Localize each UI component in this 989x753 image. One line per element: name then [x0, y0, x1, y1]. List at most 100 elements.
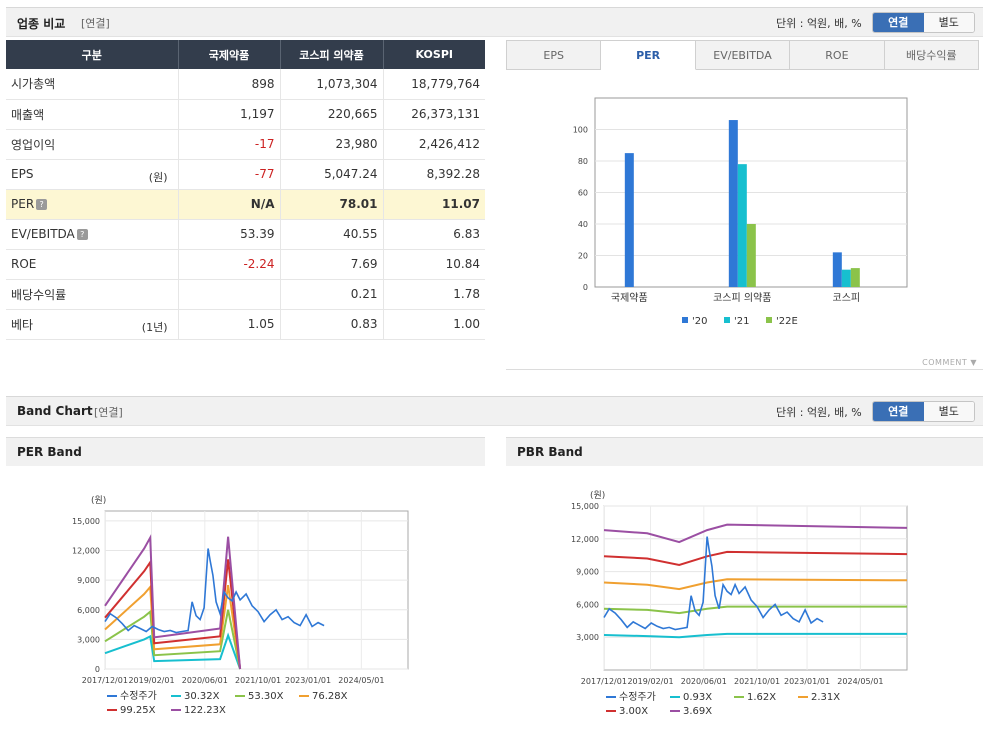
- x-tick-label: 코스피 의약품: [713, 292, 771, 304]
- row-label: EPS (원): [6, 159, 179, 190]
- legend-label: 1.62X: [747, 692, 776, 703]
- y-tick-label: 6,000: [77, 606, 100, 615]
- table-cell: 1.05: [178, 309, 281, 340]
- table-cell: 2,426,412: [383, 129, 485, 160]
- y-axis-unit: (원): [590, 490, 605, 501]
- per-band-chart: (원) 0 3,000 6,000 9,000 12,000 15,000 2017/12/0…: [72, 495, 409, 716]
- table-cell: 1,197: [178, 99, 281, 130]
- bar: [728, 120, 738, 287]
- help-icon[interactable]: ?: [76, 229, 88, 240]
- tab-ev-ebitda[interactable]: EV/EBITDA: [695, 41, 791, 70]
- table-row: 매출액 1,197 220,665 26,373,131: [6, 99, 485, 130]
- legend-swatch: [766, 317, 772, 323]
- pbr-band-title: PBR Band: [517, 445, 583, 459]
- consolidated-button[interactable]: 연결: [873, 13, 924, 32]
- y-tick-label: 3,000: [77, 635, 100, 644]
- x-tick-label: 2023/01/01: [784, 677, 830, 686]
- tab-per[interactable]: PER: [601, 41, 696, 70]
- table-cell: 11.07: [383, 189, 485, 220]
- tab-dividend-yield[interactable]: 배당수익률: [884, 41, 979, 70]
- table-row: 베타 (1년) 1.05 0.83 1.00: [6, 309, 485, 340]
- tab-eps[interactable]: EPS: [507, 41, 602, 70]
- table-cell: 0.21: [280, 279, 384, 310]
- tab-roe[interactable]: ROE: [790, 41, 885, 70]
- comment-link[interactable]: COMMENT ▼: [922, 358, 977, 367]
- band-separate-button[interactable]: 별도: [923, 402, 974, 421]
- x-tick-label: 2020/06/01: [681, 677, 727, 686]
- plot-area: [603, 505, 908, 671]
- table-cell: 0.83: [280, 309, 384, 340]
- x-tick-label: 2017/12/01: [581, 677, 627, 686]
- separate-button[interactable]: 별도: [923, 13, 974, 32]
- y-tick-label: 15,000: [72, 517, 100, 526]
- row-unit: (1년): [141, 320, 168, 334]
- table-cell: 40.55: [280, 219, 384, 250]
- table-row: EPS (원) -77 5,047.24 8,392.28: [6, 159, 485, 190]
- per-bar-chart: 0 20 40 60 80 100 국제약품 코스피 의약품 코스피 '20 '21 '22E: [573, 97, 908, 327]
- y-tick-label: 60: [578, 189, 588, 198]
- help-icon[interactable]: ?: [36, 199, 48, 210]
- bar: [737, 164, 747, 287]
- x-tick-label: 국제약품: [611, 292, 648, 304]
- table-row: EV/EBITDA? 53.39 40.55 6.83: [6, 219, 485, 250]
- table-cell: N/A: [178, 189, 281, 220]
- band-consolidated-button[interactable]: 연결: [873, 402, 924, 421]
- y-tick-label: 0: [583, 283, 588, 292]
- legend-label: 122.23X: [184, 705, 226, 716]
- y-tick-label: 6,000: [576, 600, 599, 609]
- table-cell: 10.84: [383, 249, 485, 280]
- table-row: 배당수익률 0.21 1.78: [6, 279, 485, 310]
- legend-label: 0.93X: [683, 692, 712, 703]
- bar: [746, 224, 756, 287]
- x-tick-label: 2017/12/01: [82, 676, 128, 685]
- x-tick-label: 2021/10/01: [235, 676, 281, 685]
- table-cell: 1.00: [383, 309, 485, 340]
- pbr-band-chart: (원) 3,000 6,000 9,000 12,000 15,000 2017/12/01…: [571, 490, 908, 717]
- band-unit-label: 단위 : 억원, 배, %: [776, 406, 862, 419]
- legend-label: '20: [692, 316, 707, 327]
- y-axis-unit: (원): [91, 495, 106, 506]
- y-tick-label: 100: [573, 126, 588, 135]
- table-cell: 898: [178, 69, 281, 100]
- table-cell: 5,047.24: [280, 159, 384, 190]
- y-tick-label: 20: [578, 252, 588, 261]
- row-label: 베타 (1년): [6, 309, 179, 340]
- bar: [850, 268, 860, 287]
- legend-label: 3.00X: [619, 706, 648, 717]
- legend-label: '21: [734, 316, 749, 327]
- table-cell: 26,373,131: [383, 99, 485, 130]
- y-tick-label: 9,000: [576, 568, 599, 577]
- column-header: 국제약품: [178, 40, 281, 69]
- per-band-title: PER Band: [17, 445, 82, 459]
- y-tick-label: 12,000: [571, 535, 599, 544]
- y-tick-label: 0: [95, 665, 100, 674]
- table-cell: 78.01: [280, 189, 384, 220]
- bar: [624, 153, 634, 287]
- comment-bar: COMMENT ▼: [506, 356, 983, 370]
- section-subtitle: [연결]: [81, 17, 110, 30]
- table-cell: -17: [178, 129, 281, 160]
- metric-tabs: EPS PER EV/EBITDA ROE 배당수익률: [506, 40, 979, 70]
- table-cell: -2.24: [178, 249, 281, 280]
- y-tick-label: 12,000: [72, 547, 100, 556]
- series-line: [603, 523, 908, 544]
- consolidation-toggle: 연결 별도: [872, 12, 975, 33]
- legend-label: 수정주가: [120, 690, 157, 702]
- industry-compare-table: 구분 국제약품 코스피 의약품 KOSPI 시가총액 898 1,073,304…: [6, 40, 485, 340]
- x-tick-label: 2024/05/01: [338, 676, 384, 685]
- series-line: [603, 536, 824, 631]
- series-line: [104, 584, 242, 670]
- chevron-down-icon: ▼: [970, 358, 977, 367]
- column-header: 구분: [6, 40, 179, 69]
- section-title: 업종 비교: [17, 17, 66, 31]
- table-row: 영업이익 -17 23,980 2,426,412: [6, 129, 485, 160]
- series-line: [603, 578, 908, 591]
- band-consolidation-toggle: 연결 별도: [872, 401, 975, 422]
- table-row: ROE -2.24 7.69 10.84: [6, 249, 485, 280]
- x-tick-label: 2021/10/01: [734, 677, 780, 686]
- table-cell: 1,073,304: [280, 69, 384, 100]
- legend-label: 53.30X: [248, 691, 284, 702]
- x-tick-label: 코스피: [833, 292, 861, 304]
- table-cell: 220,665: [280, 99, 384, 130]
- legend-label: 30.32X: [184, 691, 220, 702]
